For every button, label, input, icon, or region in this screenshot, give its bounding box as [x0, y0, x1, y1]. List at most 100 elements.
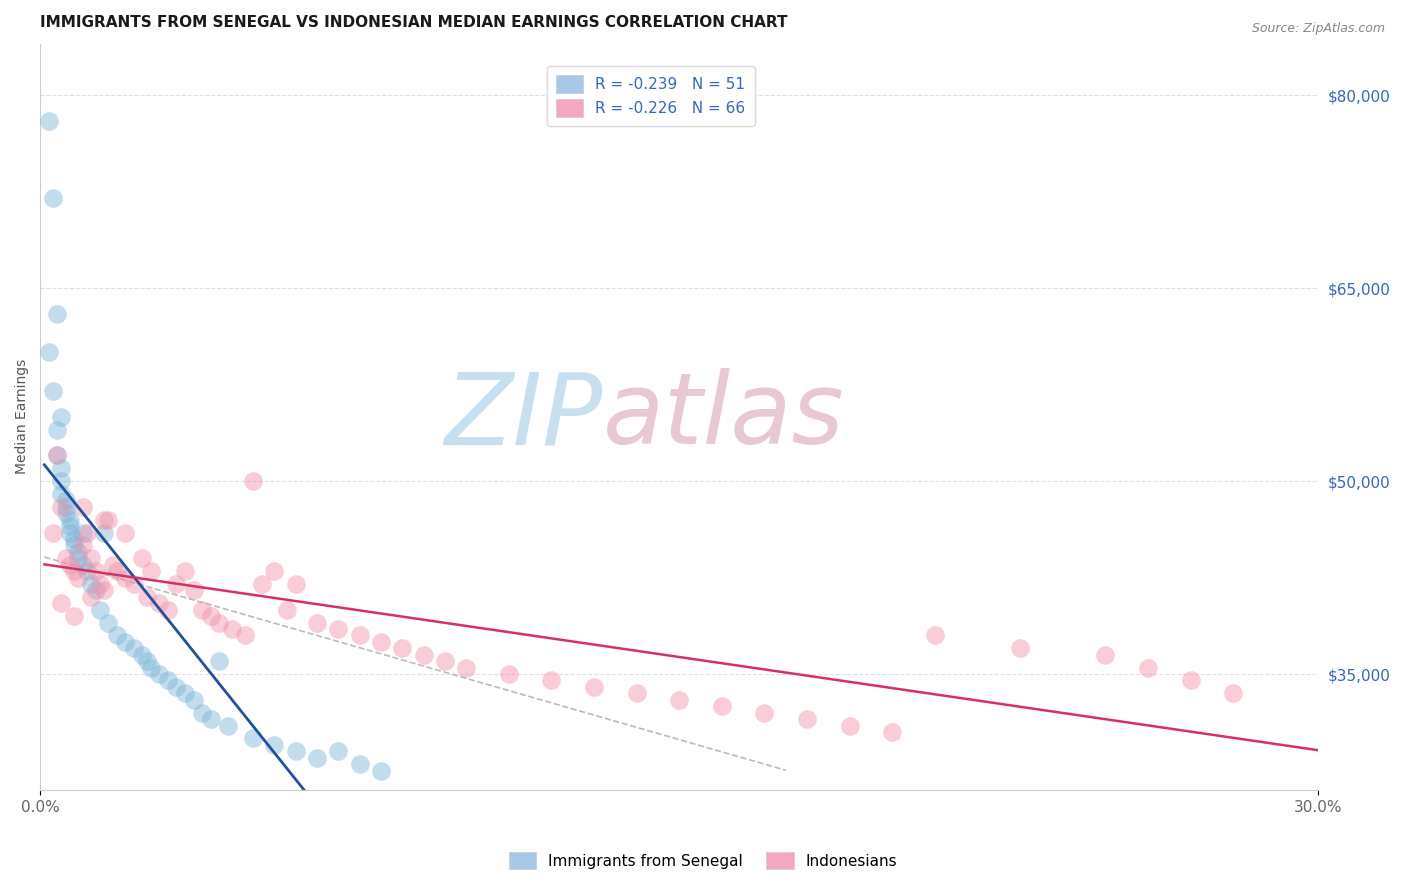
Point — [710, 699, 733, 714]
Point — [59, 525, 82, 540]
Point — [51, 596, 73, 610]
Point — [284, 744, 307, 758]
Point — [84, 564, 107, 578]
Point — [626, 686, 648, 700]
Point — [101, 558, 124, 572]
Point — [276, 603, 298, 617]
Point — [1180, 673, 1202, 688]
Point — [55, 493, 77, 508]
Point — [796, 712, 818, 726]
Point — [46, 423, 69, 437]
Point — [200, 712, 222, 726]
Point — [328, 622, 350, 636]
Point — [208, 615, 231, 630]
Point — [84, 583, 107, 598]
Text: IMMIGRANTS FROM SENEGAL VS INDONESIAN MEDIAN EARNINGS CORRELATION CHART: IMMIGRANTS FROM SENEGAL VS INDONESIAN ME… — [41, 15, 787, 30]
Point — [217, 718, 239, 732]
Point — [242, 474, 264, 488]
Point — [59, 513, 82, 527]
Point — [42, 525, 65, 540]
Point — [55, 506, 77, 520]
Point — [200, 609, 222, 624]
Point — [63, 609, 86, 624]
Point — [89, 603, 111, 617]
Point — [284, 577, 307, 591]
Point — [166, 577, 188, 591]
Point — [76, 525, 98, 540]
Y-axis label: Median Earnings: Median Earnings — [15, 359, 30, 475]
Point — [148, 667, 170, 681]
Point — [67, 570, 90, 584]
Point — [72, 500, 94, 514]
Point — [156, 673, 179, 688]
Point — [105, 564, 128, 578]
Point — [51, 474, 73, 488]
Point — [114, 525, 136, 540]
Point — [135, 590, 157, 604]
Point — [59, 519, 82, 533]
Point — [63, 538, 86, 552]
Point — [263, 738, 285, 752]
Point — [80, 590, 103, 604]
Point — [114, 570, 136, 584]
Point — [1136, 660, 1159, 674]
Point — [174, 686, 197, 700]
Point — [456, 660, 478, 674]
Text: ZIP: ZIP — [444, 368, 603, 466]
Point — [1222, 686, 1244, 700]
Point — [263, 564, 285, 578]
Point — [72, 538, 94, 552]
Point — [349, 628, 371, 642]
Point — [63, 564, 86, 578]
Point — [67, 545, 90, 559]
Point — [89, 577, 111, 591]
Point — [80, 551, 103, 566]
Point — [42, 191, 65, 205]
Point — [882, 725, 904, 739]
Point — [67, 551, 90, 566]
Point — [307, 750, 329, 764]
Point — [668, 693, 690, 707]
Point — [328, 744, 350, 758]
Text: atlas: atlas — [603, 368, 844, 466]
Point — [391, 641, 413, 656]
Point — [93, 583, 115, 598]
Point — [135, 654, 157, 668]
Point — [42, 384, 65, 398]
Point — [59, 558, 82, 572]
Point — [221, 622, 243, 636]
Point — [433, 654, 456, 668]
Point — [166, 680, 188, 694]
Point — [540, 673, 562, 688]
Point — [46, 448, 69, 462]
Point — [51, 487, 73, 501]
Point — [156, 603, 179, 617]
Point — [307, 615, 329, 630]
Point — [38, 113, 60, 128]
Point — [1094, 648, 1116, 662]
Point — [924, 628, 946, 642]
Point — [51, 461, 73, 475]
Point — [242, 731, 264, 746]
Point — [72, 558, 94, 572]
Point — [38, 345, 60, 359]
Point — [754, 706, 776, 720]
Point — [97, 513, 120, 527]
Point — [131, 551, 153, 566]
Point — [148, 596, 170, 610]
Point — [80, 577, 103, 591]
Point — [46, 448, 69, 462]
Legend: R = -0.239   N = 51, R = -0.226   N = 66: R = -0.239 N = 51, R = -0.226 N = 66 — [547, 66, 755, 126]
Point — [93, 513, 115, 527]
Point — [1010, 641, 1032, 656]
Point — [55, 500, 77, 514]
Point — [583, 680, 606, 694]
Point — [122, 641, 145, 656]
Point — [183, 693, 205, 707]
Point — [250, 577, 273, 591]
Point — [208, 654, 231, 668]
Point — [174, 564, 197, 578]
Point — [191, 603, 214, 617]
Point — [122, 577, 145, 591]
Text: Source: ZipAtlas.com: Source: ZipAtlas.com — [1251, 22, 1385, 36]
